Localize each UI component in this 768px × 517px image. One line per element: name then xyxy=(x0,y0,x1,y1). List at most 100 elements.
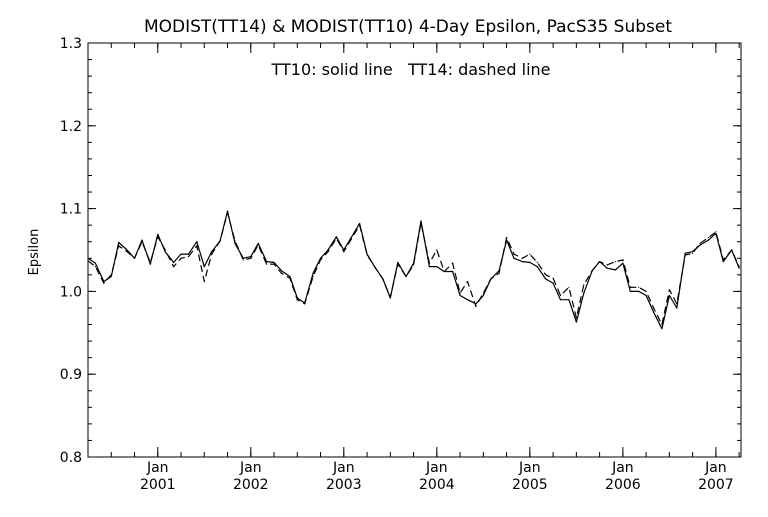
data-point xyxy=(366,254,368,256)
data-point xyxy=(359,224,361,226)
x-tick-label-month: Jan xyxy=(611,460,634,476)
data-point xyxy=(568,286,570,288)
data-point xyxy=(568,299,570,301)
data-point xyxy=(606,264,608,266)
data-point xyxy=(234,240,236,242)
data-point xyxy=(173,266,175,268)
data-point xyxy=(110,274,112,276)
data-point xyxy=(226,212,229,214)
data-point xyxy=(413,264,415,266)
data-point xyxy=(436,266,438,268)
data-point xyxy=(482,292,484,294)
data-point xyxy=(653,307,655,309)
series-line-tt10 xyxy=(87,210,740,330)
y-tick-label: 1.1 xyxy=(60,202,82,218)
data-point xyxy=(389,296,391,298)
series-line-tt14 xyxy=(87,212,740,326)
data-point xyxy=(583,292,585,294)
data-point xyxy=(443,270,445,273)
x-tick-label-year: 2003 xyxy=(326,477,362,493)
y-axis-label: Epsilon xyxy=(27,229,42,276)
data-point xyxy=(622,262,624,264)
data-point xyxy=(397,261,399,263)
data-point xyxy=(273,263,275,265)
data-point xyxy=(459,294,461,297)
data-point xyxy=(513,257,515,259)
data-point xyxy=(722,261,724,263)
data-point xyxy=(157,236,159,238)
data-point xyxy=(715,232,717,234)
data-point xyxy=(149,261,151,263)
data-point xyxy=(614,269,617,271)
data-point xyxy=(536,266,538,268)
data-point xyxy=(731,249,733,251)
data-point xyxy=(196,245,198,247)
data-point xyxy=(738,267,740,269)
data-point xyxy=(180,253,182,255)
data-point xyxy=(699,242,701,244)
data-point xyxy=(707,237,710,239)
data-point xyxy=(257,242,259,244)
data-point xyxy=(312,275,314,278)
x-tick-label-year: 2006 xyxy=(605,477,641,493)
data-point xyxy=(676,303,678,305)
data-point xyxy=(373,266,376,268)
data-point xyxy=(87,260,89,262)
data-point xyxy=(242,259,244,261)
data-point xyxy=(653,311,655,313)
data-point xyxy=(211,253,213,255)
x-tick-label-month: Jan xyxy=(425,460,448,476)
x-tick-label-month: Jan xyxy=(332,460,355,476)
data-point xyxy=(629,290,631,292)
data-point xyxy=(506,237,508,239)
data-point xyxy=(676,307,678,309)
data-point xyxy=(490,278,492,280)
data-point xyxy=(219,240,221,242)
series-layer xyxy=(87,210,740,330)
data-point xyxy=(250,257,252,259)
data-point xyxy=(459,292,461,294)
data-point xyxy=(661,328,663,330)
data-point xyxy=(280,270,283,272)
data-point xyxy=(149,263,151,265)
data-point xyxy=(203,266,205,268)
data-point xyxy=(692,252,694,254)
data-point xyxy=(707,239,710,241)
data-point xyxy=(118,245,120,247)
y-tick-label: 1.3 xyxy=(60,36,82,52)
data-point xyxy=(529,261,531,263)
data-point xyxy=(327,251,329,253)
y-tick-label: 0.9 xyxy=(60,367,82,383)
y-tick-label: 1.2 xyxy=(60,119,82,135)
data-point xyxy=(722,259,724,261)
data-point xyxy=(266,263,268,265)
data-point xyxy=(428,262,430,264)
data-point xyxy=(692,251,694,253)
data-point xyxy=(103,282,105,284)
data-point xyxy=(738,266,740,268)
data-point xyxy=(203,280,205,283)
data-point xyxy=(552,277,554,279)
x-tick-label-year: 2002 xyxy=(233,477,269,493)
data-point xyxy=(645,290,647,292)
data-point xyxy=(420,222,422,224)
data-point xyxy=(141,239,143,241)
data-point xyxy=(366,253,368,255)
data-point xyxy=(296,299,298,301)
data-point xyxy=(629,286,631,288)
data-point xyxy=(591,270,593,272)
data-point xyxy=(513,253,515,255)
data-point xyxy=(382,278,384,280)
x-tick-label-month: Jan xyxy=(518,460,541,476)
data-point xyxy=(173,261,175,263)
data-point xyxy=(552,282,554,284)
data-point xyxy=(599,261,601,263)
data-point xyxy=(575,321,578,323)
legend-annotation: TT10: solid line TT14: dashed line xyxy=(271,60,551,79)
data-point xyxy=(257,244,259,246)
data-point xyxy=(475,305,477,307)
data-point xyxy=(645,294,647,297)
data-point xyxy=(498,272,500,274)
